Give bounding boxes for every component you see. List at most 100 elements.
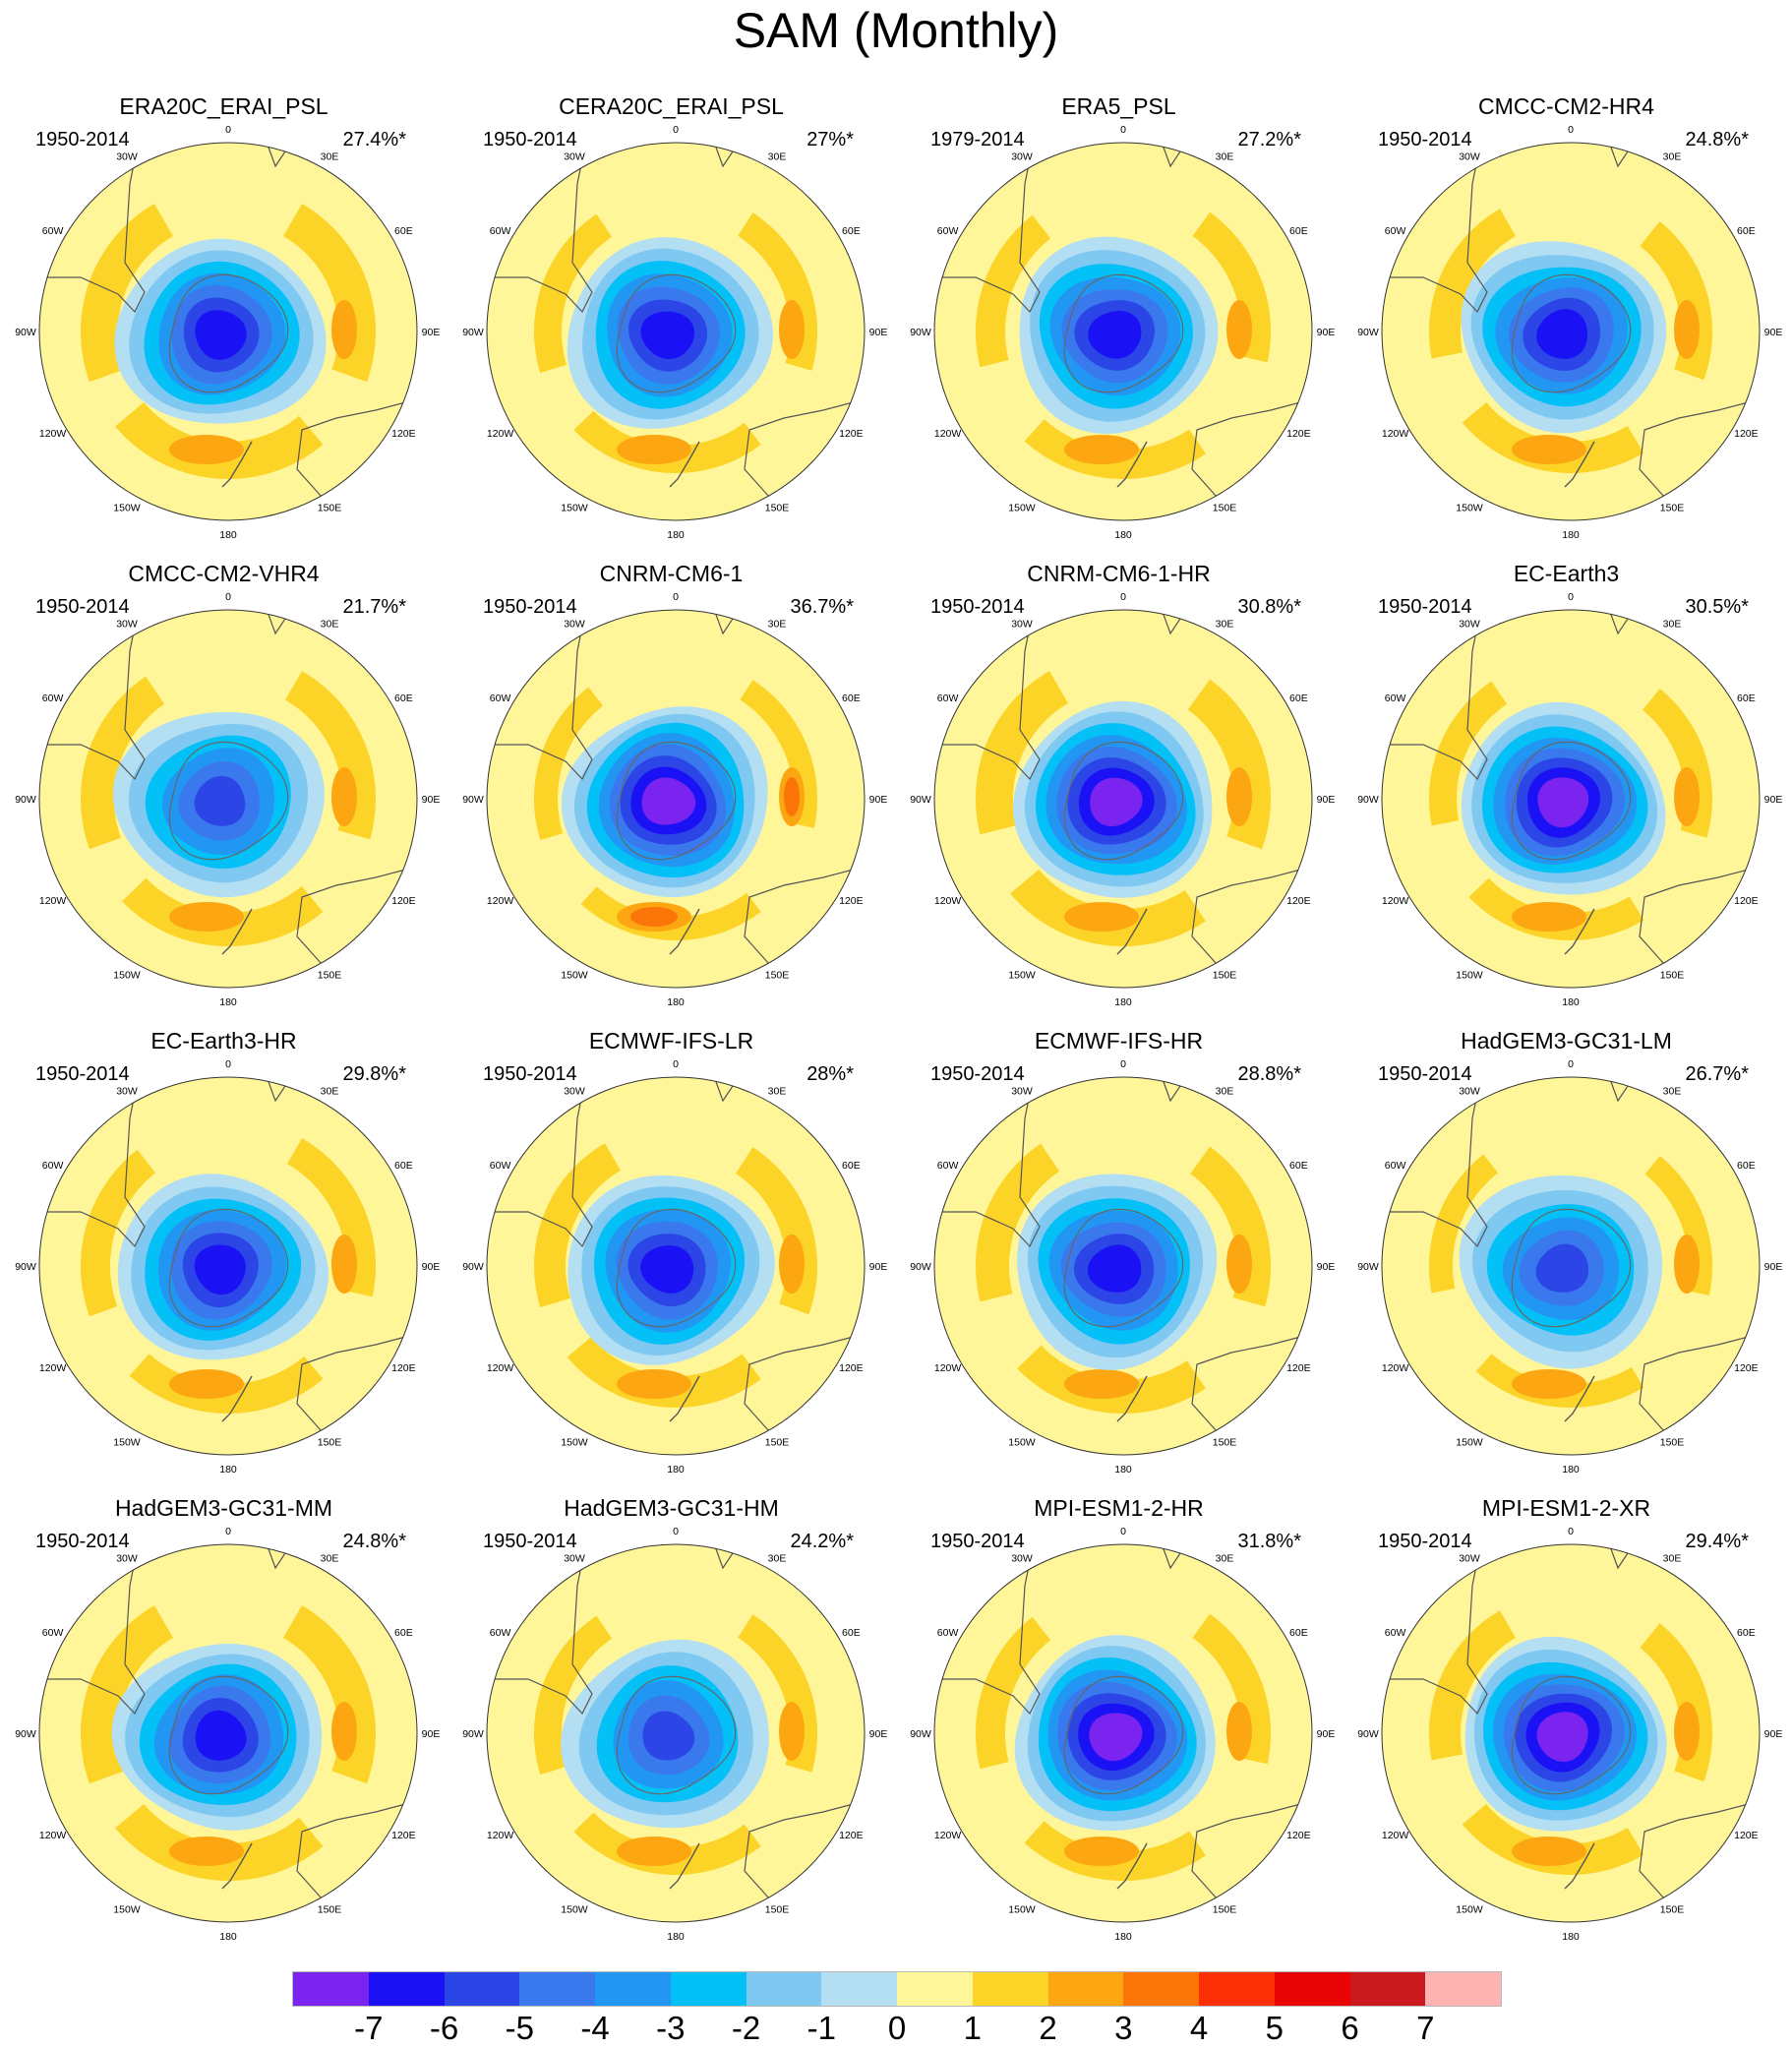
- longitude-label: 90E: [1317, 327, 1336, 338]
- longitude-label: 90W: [462, 1728, 484, 1740]
- colorbar-segment: [670, 1972, 747, 2006]
- longitude-label: 150W: [113, 1903, 141, 1915]
- contour-field: [934, 610, 1312, 988]
- longitude-label: 60W: [490, 1160, 511, 1172]
- colorbar-tick-label: 3: [1114, 2010, 1133, 2046]
- explained-variance: 31.8%*: [1237, 1531, 1302, 1552]
- high-center-south: [1064, 1369, 1139, 1399]
- south-america-coastline: [936, 1545, 1041, 1716]
- longitude-label: 90W: [1357, 794, 1379, 806]
- positive-anomaly-ring-south: [580, 886, 761, 940]
- longitude-label: 120W: [1382, 428, 1409, 440]
- polar-low-contour: [195, 310, 247, 360]
- south-america-coastline: [1384, 144, 1488, 314]
- panel-title: ERA5_PSL: [1061, 93, 1176, 119]
- longitude-label: 120W: [487, 895, 514, 907]
- colorbar-segment: [595, 1972, 671, 2006]
- longitude-label: 150E: [318, 1436, 342, 1448]
- longitude-label: 90E: [1764, 794, 1783, 806]
- longitude-label: 120W: [487, 1830, 514, 1841]
- longitude-label: 180: [219, 996, 237, 1008]
- longitude-label: 150W: [1008, 1436, 1036, 1448]
- high-center-east: [331, 1235, 357, 1294]
- high-center-east: [779, 1235, 805, 1294]
- antarctica-coastline: [168, 1675, 289, 1795]
- polar-map: 0 30E 60E 90E 120E 150E 180 150W 120W 90W 60W 30W: [910, 591, 1335, 1008]
- longitude-label: 150E: [1213, 1903, 1237, 1915]
- africa-coastline: [1162, 611, 1183, 635]
- longitude-label: 90W: [462, 1261, 484, 1273]
- africa-coastline: [714, 611, 736, 635]
- panel-period: 1950-2014: [483, 596, 577, 618]
- longitude-label: 90E: [869, 1261, 888, 1273]
- polar-map: 0 30E 60E 90E 120E 150E 180 150W 120W 90W 60W 30W: [462, 591, 887, 1008]
- colorbar-segment: [368, 1972, 445, 2006]
- longitude-label: 120E: [1734, 1362, 1759, 1374]
- longitude-label: 90W: [910, 794, 931, 806]
- longitude-label: 150E: [1660, 1903, 1685, 1915]
- new-zealand-coastline: [669, 441, 700, 488]
- longitude-label: 180: [1114, 1464, 1132, 1476]
- map-panel-grid: ERA20C_ERAI_PSL 1950-2014 27.4%* 0 30E 60E 90E…: [0, 93, 1790, 1961]
- polar-map: 0 30E 60E 90E 120E 150E 180 150W 120W 90W 60W 30W: [15, 124, 440, 541]
- africa-coastline: [1609, 1078, 1631, 1103]
- longitude-label: 60W: [1385, 1160, 1406, 1172]
- longitude-label: 60E: [842, 693, 861, 704]
- longitude-label: 150E: [765, 1903, 790, 1915]
- polar-low-contour: [1536, 1712, 1588, 1762]
- longitude-label: 150W: [113, 1436, 141, 1448]
- longitude-label: 120W: [487, 1362, 514, 1374]
- longitude-label: 120W: [934, 1362, 962, 1374]
- map-panel: EC-Earth3-HR 1950-2014 29.8%* 0 30E 60E 90E 120…: [0, 1028, 448, 1494]
- longitude-label: 30W: [1011, 1553, 1033, 1565]
- longitude-label: 0: [1120, 1526, 1126, 1537]
- positive-anomaly-ring-west: [534, 1143, 621, 1308]
- antarctica-coastline: [1063, 1675, 1184, 1795]
- panel-period: 1950-2014: [1378, 596, 1472, 618]
- south-america-coastline: [489, 144, 593, 314]
- longitude-label: 150E: [765, 1436, 790, 1448]
- map-border: [486, 1076, 866, 1456]
- africa-coastline: [1162, 1078, 1183, 1103]
- longitude-label: 90E: [1764, 327, 1783, 338]
- colorbar-segment: [1425, 1972, 1501, 2006]
- antarctica-coastline: [1063, 741, 1184, 861]
- map-border: [1381, 1076, 1761, 1456]
- explained-variance: 24.2%*: [790, 1531, 855, 1552]
- longitude-label: 150W: [1456, 969, 1483, 981]
- longitude-label: 150E: [318, 969, 342, 981]
- antarctica-coastline: [1511, 1675, 1632, 1795]
- longitude-label: 120E: [391, 1362, 416, 1374]
- longitude-label: 0: [673, 591, 679, 603]
- high-center-east: [331, 1702, 357, 1761]
- longitude-label: 150E: [318, 502, 342, 513]
- polar-low-contour: [195, 1710, 247, 1761]
- longitude-label: 60W: [937, 225, 959, 237]
- high-center-south: [630, 907, 678, 927]
- panel-title: ERA20C_ERAI_PSL: [119, 93, 329, 119]
- polar-low-contour: [640, 1245, 694, 1294]
- longitude-label: 120E: [1734, 1830, 1759, 1841]
- high-center-south: [617, 1837, 691, 1866]
- map-panel: CNRM-CM6-1 1950-2014 36.7%* 0 30E 60E 90E 120E 1…: [448, 561, 895, 1027]
- polar-low-contour: [641, 777, 696, 825]
- colorbar-tick-label: -5: [505, 2010, 534, 2046]
- positive-anomaly-ring-west: [976, 214, 1051, 368]
- explained-variance: 30.5%*: [1685, 596, 1750, 618]
- longitude-label: 60W: [937, 693, 959, 704]
- panel-title: EC-Earth3-HR: [150, 1028, 297, 1054]
- south-america-coastline: [936, 144, 1041, 314]
- polar-map: 0 30E 60E 90E 120E 150E 180 150W 120W 90W 60W 30W: [910, 124, 1336, 541]
- longitude-label: 180: [667, 996, 685, 1008]
- map-panel: ECMWF-IFS-HR 1950-2014 28.8%* 0 30E 60E 90E 120…: [895, 1028, 1343, 1494]
- longitude-label: 150E: [1213, 502, 1237, 513]
- longitude-label: 60W: [42, 1160, 64, 1172]
- south-america-coastline: [41, 611, 146, 781]
- polar-low-contour: [194, 775, 246, 826]
- map-panel: MPI-ESM1-2-XR 1950-2014 29.4%* 0 30E 60E 90E 12…: [1343, 1495, 1790, 1961]
- longitude-label: 180: [1562, 1931, 1580, 1943]
- longitude-label: 60E: [842, 225, 861, 237]
- longitude-label: 0: [1120, 124, 1126, 136]
- map-panel: HadGEM3-GC31-HM 1950-2014 24.2%* 0 30E 60E 90E…: [448, 1495, 895, 1961]
- high-center-south: [1512, 435, 1586, 464]
